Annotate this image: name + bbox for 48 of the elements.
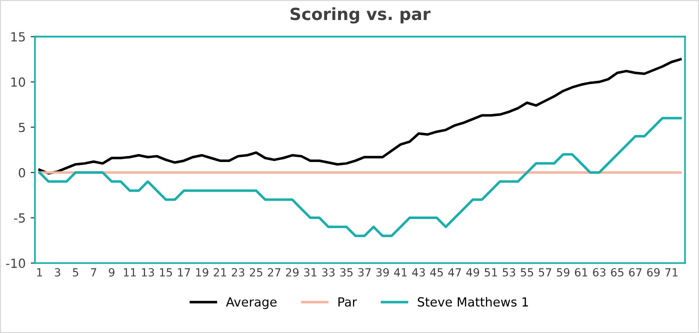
x-tick-label: 5 xyxy=(72,268,78,277)
x-tick-label: 35 xyxy=(340,268,353,277)
x-tick-label: 21 xyxy=(214,268,226,276)
x-tick-label: 17 xyxy=(178,268,190,276)
x-tick-label: 23 xyxy=(232,268,244,277)
x-tick-label: 49 xyxy=(466,268,480,277)
x-tick-label: 65 xyxy=(611,268,624,277)
x-tick-label: 19 xyxy=(196,268,208,277)
x-tick-label: 13 xyxy=(142,268,154,277)
x-tick-label: 63 xyxy=(592,268,606,277)
x-tick-label: 47 xyxy=(448,268,461,276)
y-tick-label: -5 xyxy=(14,213,25,223)
x-tick-label: 69 xyxy=(647,268,660,277)
x-tick-label: 31 xyxy=(304,268,316,277)
line-series xyxy=(38,58,682,175)
x-tick-label: 57 xyxy=(538,268,552,277)
x-tick-label: 61 xyxy=(574,268,588,277)
x-tick-label: 33 xyxy=(322,268,335,277)
legend-label: Average xyxy=(226,297,277,310)
x-tick-label: 27 xyxy=(268,268,280,276)
chart-title: Scoring vs. par xyxy=(290,7,431,24)
x-tick-label: 39 xyxy=(376,268,389,277)
x-tick-label: 37 xyxy=(358,268,371,277)
x-tick-label: 55 xyxy=(520,268,534,277)
x-tick-label: 67 xyxy=(629,268,642,277)
x-tick-label: 7 xyxy=(91,268,96,276)
x-tick-label: 53 xyxy=(502,268,516,277)
x-tick-label: 1 xyxy=(37,268,42,276)
x-tick-label: 9 xyxy=(108,268,114,277)
y-tick-label: 10 xyxy=(11,77,26,87)
x-tick-label: 25 xyxy=(250,268,262,277)
x-tick-label: 11 xyxy=(124,268,136,276)
x-tick-label: 45 xyxy=(430,268,443,277)
y-tick-label: 0 xyxy=(18,168,26,178)
x-tick-label: 43 xyxy=(412,268,425,277)
y-tick-label: 5 xyxy=(18,122,25,132)
y-tick-label: -10 xyxy=(6,258,26,268)
x-tick-label: 29 xyxy=(286,268,299,277)
legend-label: Steve Matthews 1 xyxy=(418,296,528,307)
y-tick-label: 15 xyxy=(11,32,25,42)
x-tick-label: 3 xyxy=(54,268,60,277)
legend-label: Par xyxy=(338,297,357,307)
x-tick-label: 51 xyxy=(484,268,497,277)
x-tick-label: 59 xyxy=(556,268,570,277)
x-tick-label: 41 xyxy=(394,268,407,276)
x-tick-label: 71 xyxy=(665,268,678,276)
x-tick-label: 15 xyxy=(160,268,172,277)
line-series xyxy=(38,116,682,238)
